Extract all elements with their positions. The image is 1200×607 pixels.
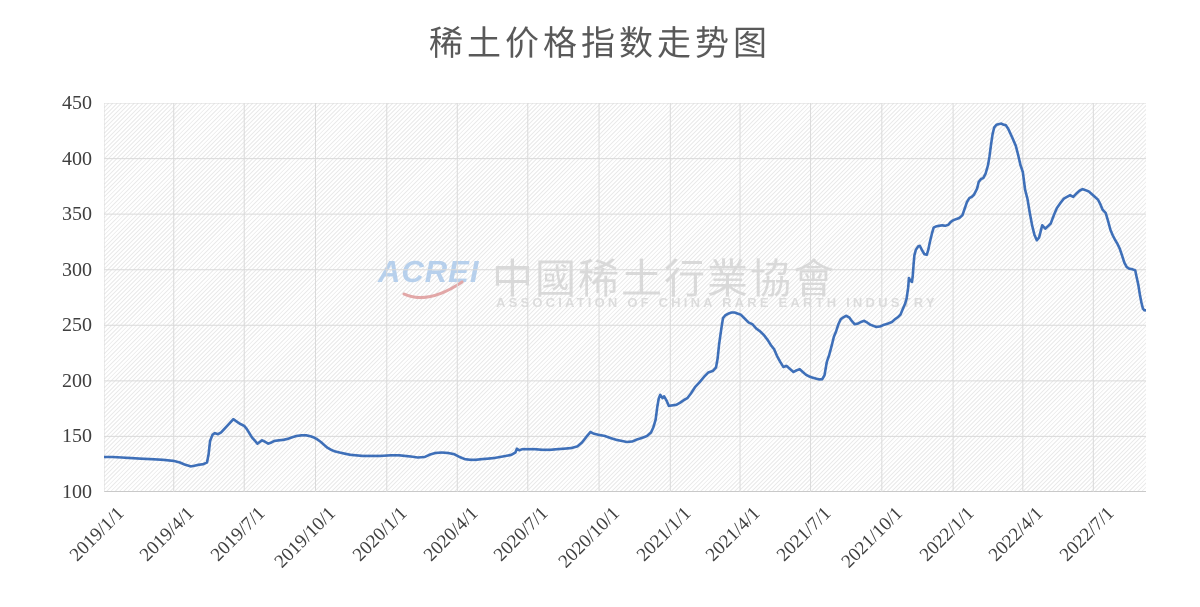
y-tick-label: 250 — [62, 314, 92, 337]
y-tick-label: 450 — [62, 92, 92, 114]
x-tick-label: 2019/10/1 — [271, 503, 341, 573]
x-tick-label: 2020/10/1 — [554, 503, 624, 573]
y-tick-label: 200 — [62, 369, 92, 392]
x-tick-label: 2022/4/1 — [985, 503, 1048, 566]
x-tick-label: 2021/10/1 — [837, 503, 907, 573]
x-tick-label: 2019/1/1 — [66, 503, 129, 566]
y-tick-label: 300 — [62, 258, 92, 281]
plot-area: ACREI 中國稀土行業協會 ASSOCIATION OF CHINA RARE… — [104, 103, 1146, 492]
y-tick-label: 400 — [62, 147, 92, 170]
x-tick-label: 2019/4/1 — [135, 503, 199, 566]
chart-title: 稀土价格指数走势图 — [429, 26, 771, 63]
y-tick-label: 350 — [62, 203, 92, 226]
line-chart-svg — [104, 103, 1146, 492]
x-tick-label: 2021/1/1 — [632, 503, 696, 566]
x-tick-label: 2021/4/1 — [702, 503, 765, 566]
x-tick-label: 2020/7/1 — [490, 503, 553, 566]
x-tick-label: 2020/1/1 — [349, 503, 412, 566]
x-tick-label: 2019/7/1 — [206, 503, 270, 566]
price-index-line — [104, 122, 1146, 468]
x-tick-label: 2022/1/1 — [915, 503, 978, 566]
y-tick-label: 150 — [62, 425, 92, 448]
x-tick-label: 2020/4/1 — [419, 503, 483, 566]
x-tick-label: 2022/7/1 — [1055, 503, 1119, 566]
y-tick-label: 100 — [62, 481, 92, 503]
x-tick-label: 2021/7/1 — [772, 503, 836, 566]
